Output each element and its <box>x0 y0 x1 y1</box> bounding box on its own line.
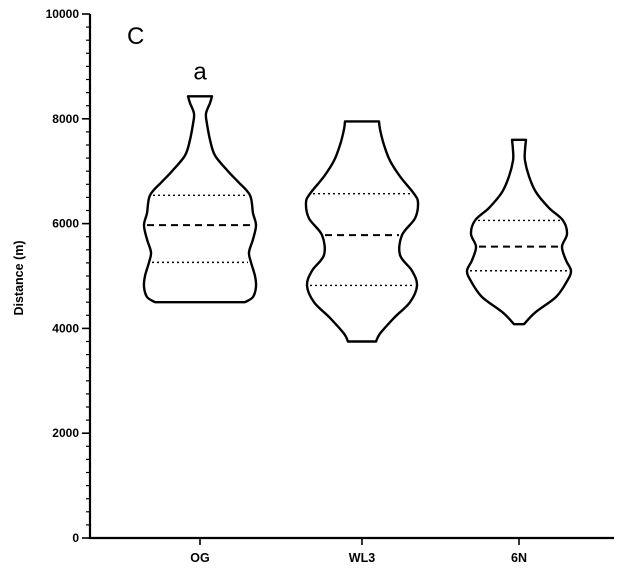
y-tick-label: 10000 <box>46 7 80 21</box>
y-tick-label: 2000 <box>52 426 79 440</box>
panel-label: C <box>127 23 144 50</box>
axes <box>82 13 614 545</box>
y-tick-label: 4000 <box>52 321 79 335</box>
y-axis-label: Distance (m) <box>12 240 26 315</box>
x-tick-label: 6N <box>511 551 527 565</box>
violin-og <box>142 95 258 304</box>
x-tick-label: WL3 <box>349 551 375 565</box>
violins <box>142 95 573 343</box>
violin-wl3 <box>304 120 420 343</box>
labels: 0 2000 4000 6000 8000 10000 OG WL3 6N a <box>46 7 527 565</box>
x-tick-label: OG <box>190 551 209 565</box>
y-tick-label: 0 <box>72 531 79 545</box>
significance-annotation: a <box>193 58 207 85</box>
violin-6n <box>465 138 573 326</box>
y-tick-label: 8000 <box>52 112 79 126</box>
y-tick-label: 6000 <box>52 217 79 231</box>
